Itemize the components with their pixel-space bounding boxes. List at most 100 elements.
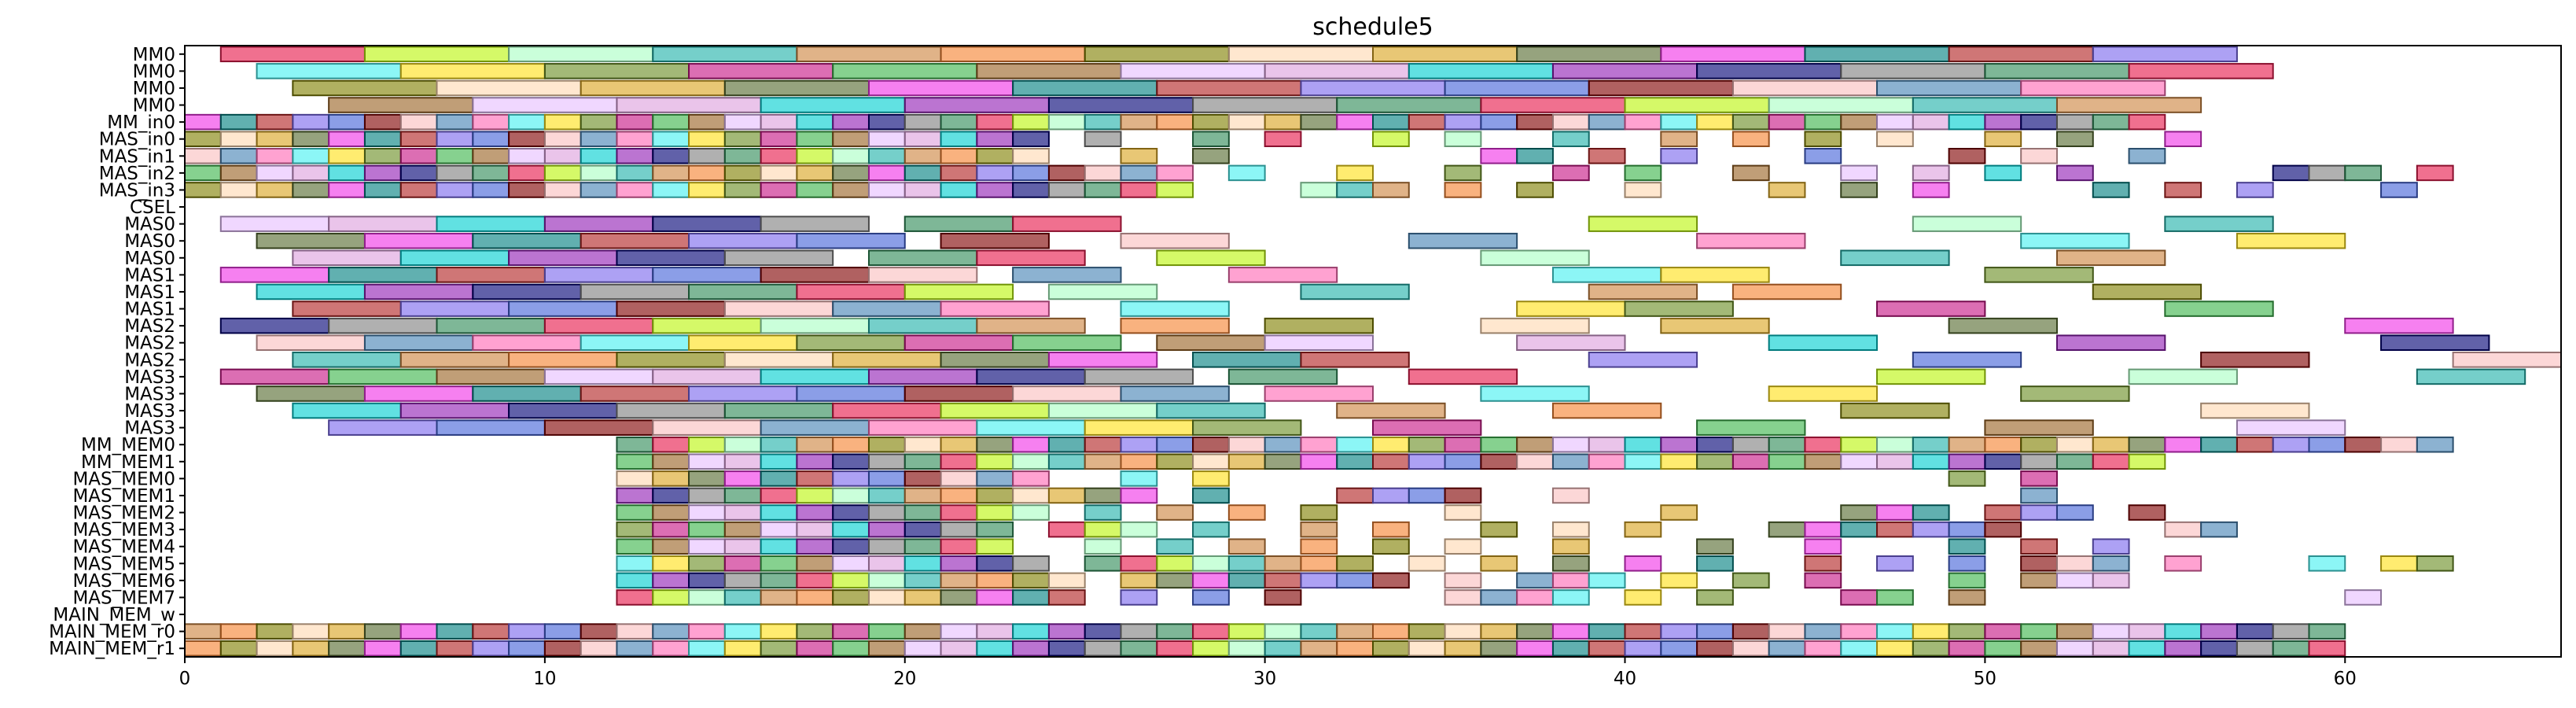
- task-bar: [2164, 301, 2274, 317]
- task-bar: [2128, 453, 2166, 470]
- task-bar: [543, 640, 582, 657]
- task-bar: [1012, 148, 1050, 164]
- task-bar: [1480, 97, 1626, 113]
- task-bar: [1408, 436, 1446, 453]
- task-bar: [616, 470, 654, 487]
- task-bar: [1516, 113, 1554, 131]
- task-bar: [1551, 453, 1590, 470]
- task-bar: [219, 368, 330, 385]
- task-bar: [1912, 182, 1950, 198]
- row-label: MAS1: [124, 282, 175, 303]
- task-bar: [1336, 572, 1374, 589]
- task-bar: [652, 555, 690, 572]
- task-bar: [1264, 436, 1302, 453]
- task-bar: [436, 148, 474, 164]
- task-bar: [903, 113, 942, 131]
- task-bar: [1660, 148, 1698, 164]
- row-label: MAS0: [124, 231, 175, 252]
- task-bar: [832, 182, 870, 198]
- task-bar: [1047, 113, 1086, 131]
- task-bar: [2128, 113, 2166, 131]
- task-bar: [436, 368, 546, 385]
- task-bar: [1120, 385, 1230, 402]
- task-bar: [2164, 521, 2202, 538]
- task-bar: [543, 368, 654, 385]
- task-bar: [1516, 623, 1554, 640]
- task-bar: [652, 623, 690, 640]
- task-bar: [652, 148, 690, 164]
- task-bar: [1588, 113, 1626, 131]
- y-axis-labels: MM0MM0MM0MM0MM_in0MAS_in0MAS_in1MAS_in2M…: [49, 45, 185, 659]
- task-bar: [760, 216, 870, 232]
- task-bar: [760, 419, 870, 436]
- task-bar: [832, 301, 942, 317]
- task-bar: [1624, 97, 1770, 113]
- task-bar: [399, 148, 438, 164]
- task-bar: [292, 623, 330, 640]
- task-bar: [1624, 436, 1662, 453]
- task-bar: [436, 317, 546, 334]
- task-bar: [1192, 640, 1230, 657]
- task-bar: [580, 113, 618, 131]
- task-bar: [1624, 623, 1662, 640]
- row-label: CSEL: [130, 197, 175, 218]
- task-bar: [723, 572, 762, 589]
- task-bar: [543, 63, 690, 79]
- task-bar: [580, 232, 690, 249]
- task-bar: [1551, 131, 1590, 147]
- task-bar: [1012, 131, 1050, 147]
- task-bar: [1984, 131, 2022, 147]
- task-bar: [760, 470, 798, 487]
- task-bar: [1731, 572, 1770, 589]
- task-bar: [1516, 436, 1554, 453]
- task-bar: [903, 385, 1014, 402]
- task-bar: [1120, 453, 1158, 470]
- task-bar: [1192, 419, 1302, 436]
- task-bar: [1948, 521, 1986, 538]
- task-bar: [1912, 113, 1950, 131]
- task-bar: [1731, 453, 1770, 470]
- task-bar: [688, 555, 726, 572]
- task-bar: [723, 148, 762, 164]
- task-bar: [1372, 419, 1482, 436]
- task-bar: [688, 436, 726, 453]
- task-bar: [760, 623, 798, 640]
- task-bar: [256, 640, 294, 657]
- task-bar: [1192, 148, 1230, 164]
- task-bar: [867, 267, 978, 283]
- task-bar: [436, 164, 474, 182]
- task-bar: [867, 113, 906, 131]
- task-bar: [2092, 623, 2130, 640]
- task-bar: [1408, 623, 1446, 640]
- task-bar: [2164, 131, 2202, 147]
- task-bar: [328, 131, 366, 147]
- task-bar: [1336, 182, 1374, 198]
- task-bar: [1804, 640, 1842, 657]
- task-bar: [903, 538, 942, 555]
- task-bar: [1012, 623, 1050, 640]
- task-bar: [363, 283, 474, 301]
- task-bar: [723, 131, 762, 147]
- task-bar: [616, 640, 654, 657]
- task-bar: [436, 216, 546, 232]
- task-bar: [1084, 555, 1122, 572]
- task-bar: [1551, 623, 1590, 640]
- task-bar: [184, 640, 222, 657]
- task-bar: [1444, 589, 1482, 606]
- task-bar: [1588, 148, 1626, 164]
- task-bar: [1984, 453, 2022, 470]
- task-bar: [1372, 521, 1410, 538]
- task-bar: [1047, 640, 1086, 657]
- task-bar: [1012, 555, 1050, 572]
- task-bar: [616, 131, 654, 147]
- task-bar: [1840, 504, 1879, 521]
- task-bar: [1156, 623, 1194, 640]
- x-tick-label: 0: [179, 669, 191, 689]
- row-label: MAS2: [124, 334, 175, 354]
- task-bar: [543, 113, 582, 131]
- task-bar: [1876, 79, 2022, 97]
- task-bar: [219, 148, 258, 164]
- task-bar: [2128, 436, 2166, 453]
- task-bar: [363, 182, 402, 198]
- task-bar: [1444, 436, 1482, 453]
